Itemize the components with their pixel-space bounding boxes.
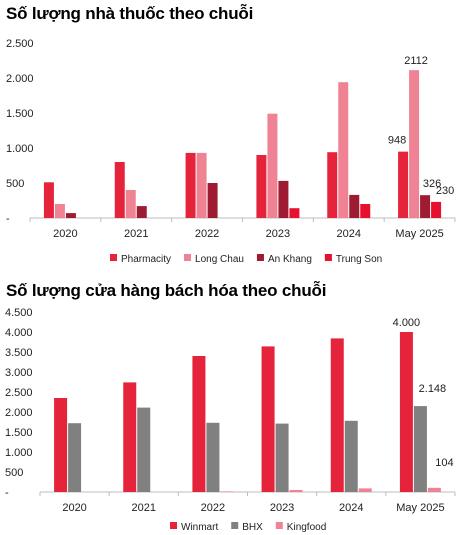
bar-winmart [330,338,344,492]
y-tick-label: 2.500 [5,387,33,399]
bar-winmart [54,398,68,492]
bar-kingfood [289,490,303,492]
x-tick-label: 2022 [201,502,225,514]
x-tick-label: 2023 [270,502,294,514]
x-tick-label: 2020 [62,502,86,514]
x-tick-label: 2023 [266,228,290,240]
y-tick-label: 500 [5,467,23,479]
legend-label: Winmart [181,522,218,533]
bar-pharmacity [185,152,196,218]
bar-pharmacity [43,182,54,218]
x-tick-label: 2022 [195,228,219,240]
legend-label: Trung Son [336,254,382,265]
x-tick-label: 2021 [132,502,156,514]
legend-swatch [275,522,283,529]
y-tick-label: 1.000 [6,143,34,155]
bar-kingfood [358,488,372,492]
chart2-title: Số lượng cửa hàng bách hóa theo chuỗi [6,281,327,300]
bar-long-chau [196,152,207,218]
bar-bhx [68,423,82,492]
y-tick-label: 1.000 [5,447,33,459]
x-tick-label: May 2025 [395,228,443,240]
bar-winmart [123,382,137,492]
y-tick-label: 2.000 [6,73,34,85]
legend-swatch [170,522,177,529]
data-label: 2.148 [419,383,447,395]
bar-bhx [137,407,151,492]
bar-trung-son [289,208,300,218]
legend-label: Long Chau [195,254,244,265]
data-label: 2112 [404,55,428,67]
data-label: 948 [388,135,406,147]
y-tick-label: 2.000 [5,407,33,419]
y-tick-label: 3.500 [5,347,33,359]
bar-pharmacity [114,162,125,218]
data-label: 4.000 [393,317,421,329]
bar-long-chau [409,70,420,218]
legend-label: Pharmacity [121,254,171,265]
bar-bhx [344,420,358,492]
x-tick-label: 2024 [339,502,363,514]
legend-swatch [324,254,332,261]
bar-an-khang [65,213,76,218]
legend-swatch [231,522,239,529]
bar-long-chau [338,82,349,218]
bar-trung-son [360,204,371,218]
bar-bhx [206,422,220,492]
bar-bhx [413,406,427,492]
x-tick-label: 2024 [337,228,361,240]
x-tick-label: 2020 [53,228,77,240]
bar-an-khang [420,195,431,218]
bar-kingfood [427,487,441,492]
data-label: 326 [423,178,441,190]
y-tick-label: 4.000 [5,327,33,339]
y-tick-label: 1.500 [6,108,34,120]
bar-pharmacity [256,155,267,218]
legend-label: An Khang [268,254,312,265]
y-tick-label: - [6,213,10,225]
y-tick-label: 2.500 [6,38,34,50]
bar-an-khang [136,206,147,218]
bar-long-chau [125,190,136,218]
legend-label: Kingfood [287,522,326,533]
x-tick-label: 2021 [124,228,148,240]
bar-an-khang [207,183,218,218]
legend-swatch [256,254,264,261]
data-label: 104 [435,457,453,469]
legend-label: BHX [242,522,263,533]
bar-long-chau [267,113,278,218]
legend-swatch [110,254,117,261]
chart1-title: Số lượng nhà thuốc theo chuỗi [6,4,254,23]
y-tick-label: 3.000 [5,367,33,379]
bar-trung-son [431,201,442,218]
y-tick-label: 4.500 [5,307,33,319]
y-tick-label: - [5,487,9,499]
bar-an-khang [278,180,289,218]
bar-winmart [192,356,206,492]
legend-swatch [184,254,192,261]
data-label: 230 [436,185,454,197]
bar-bhx [275,423,289,492]
bar-pharmacity [398,151,409,218]
bar-pharmacity [327,152,338,218]
y-tick-label: 1.500 [5,427,33,439]
bar-winmart [399,332,413,492]
x-tick-label: May 2025 [396,502,444,514]
grocery-chain-chart: - 500 1.000 1.500 2.000 2.500 3.000 3.500 4.000 4… [5,307,456,533]
y-tick-label: 500 [6,178,24,190]
bar-long-chau [54,204,65,218]
bar-winmart [261,346,275,492]
bar-kingfood [220,491,234,492]
bar-an-khang [349,194,360,218]
